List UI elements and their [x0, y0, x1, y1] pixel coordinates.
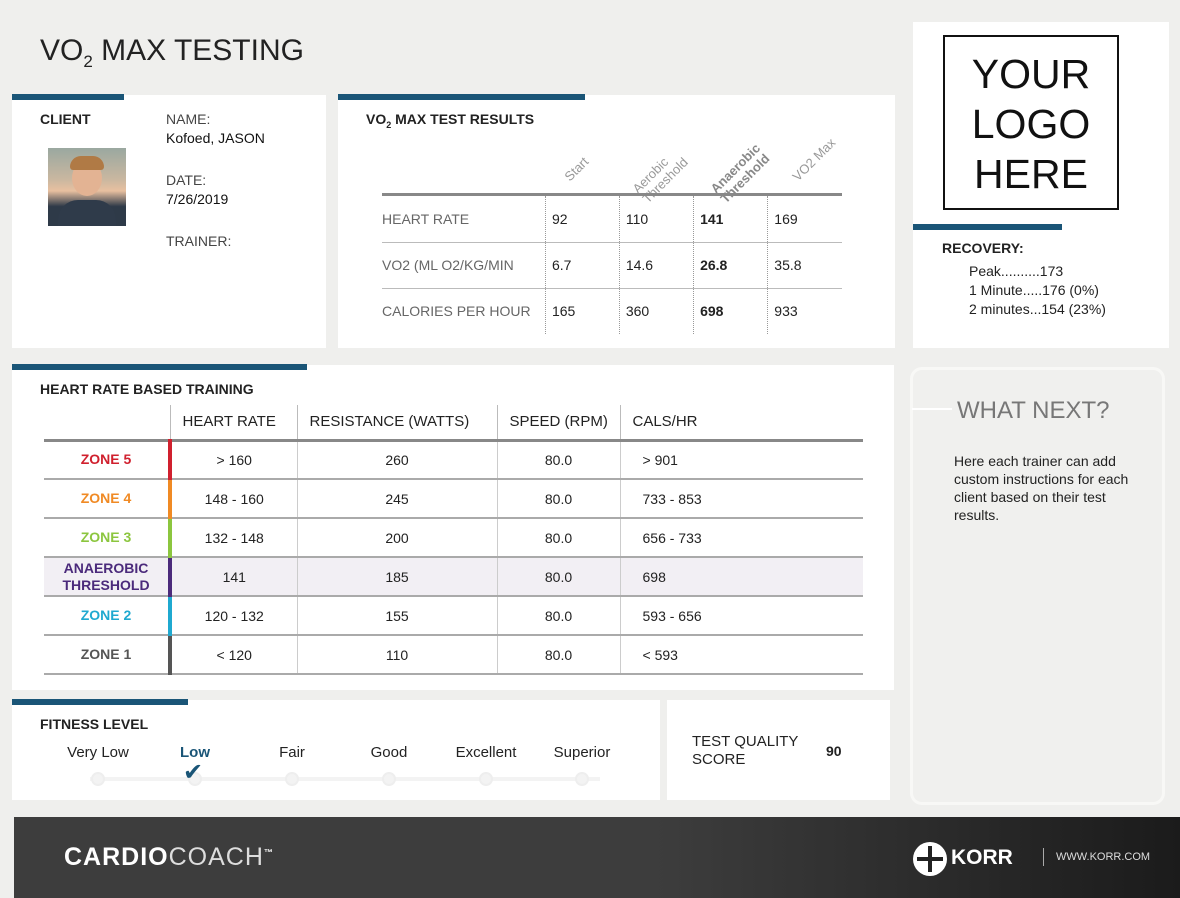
table-row: ZONE 4 148 - 160 245 80.0 733 - 853	[44, 479, 863, 519]
client-name: Kofoed, JASON	[166, 130, 265, 146]
logo-placeholder: YOUR LOGO HERE	[943, 35, 1119, 210]
cardiocoach-logo: CARDIOCOACH™	[64, 843, 274, 871]
fitness-level-marker	[479, 772, 493, 786]
fitness-level-marker	[575, 772, 589, 786]
client-photo	[48, 148, 126, 226]
fitness-level-3: Good	[370, 744, 408, 761]
quality-score: 90	[826, 743, 842, 759]
results-heading: VO2 MAX TEST RESULTS	[366, 111, 535, 130]
table-row: CALORIES PER HOUR 165 360 698 933	[382, 288, 842, 334]
zone-label: ZONE 2	[44, 596, 172, 636]
training-zones-table: HEART RATE RESISTANCE (WATTS) SPEED (RPM) C…	[44, 405, 863, 675]
recovery-list: Peak..........173 1 Minute.....176 (0%) 2 …	[969, 263, 1106, 317]
fitness-level-marker	[382, 772, 396, 786]
client-heading: CLIENT	[40, 111, 91, 127]
zone-label: ZONE 4	[44, 479, 172, 519]
fitness-level-2: Fair	[279, 744, 305, 761]
logo-recovery-panel	[913, 22, 1169, 348]
fitness-level-marker	[285, 772, 299, 786]
checkmark-icon: ✔	[183, 759, 204, 786]
results-table: HEART RATE 92 110 141 169 VO2 (ML O2/KG/MIN 6…	[382, 196, 842, 334]
fitness-level-marker	[91, 772, 105, 786]
table-row: ZONE 2 120 - 132 155 80.0 593 - 656	[44, 596, 863, 636]
arrow-icon	[912, 408, 952, 410]
table-row: HEART RATE 92 110 141 169	[382, 196, 842, 243]
korr-logo-icon	[913, 842, 947, 876]
zone-label: ZONE 3	[44, 518, 172, 558]
page-title: VO2 MAX TESTING	[40, 34, 304, 71]
zone-label: ZONE 5	[44, 440, 172, 480]
fitness-level-marker	[188, 772, 202, 786]
fitness-level-5: Superior	[553, 744, 611, 761]
table-row: ZONE 3 132 - 148 200 80.0 656 - 733	[44, 518, 863, 558]
fitness-level-0: Very Low	[67, 744, 129, 761]
fitness-level-1: Low	[180, 744, 210, 761]
test-date: 7/26/2019	[166, 191, 229, 207]
table-row: ZONE 1 < 120 110 80.0 < 593	[44, 635, 863, 675]
footer	[14, 817, 1180, 898]
fitness-level-4: Excellent	[455, 744, 517, 761]
table-row: VO2 (ML O2/KG/MIN 6.7 14.6 26.8 35.8	[382, 242, 842, 289]
what-next-panel	[910, 367, 1165, 805]
fitness-panel	[12, 700, 660, 800]
table-row: ANAEROBIC THRESHOLD 141 185 80.0 698	[44, 557, 863, 597]
quality-panel	[667, 700, 890, 800]
zone-label: ANAEROBIC THRESHOLD	[44, 557, 172, 597]
table-row: ZONE 5 > 160 260 80.0 > 901	[44, 440, 863, 480]
korr-url: WWW.KORR.COM	[1056, 851, 1151, 863]
zone-label: ZONE 1	[44, 635, 172, 675]
